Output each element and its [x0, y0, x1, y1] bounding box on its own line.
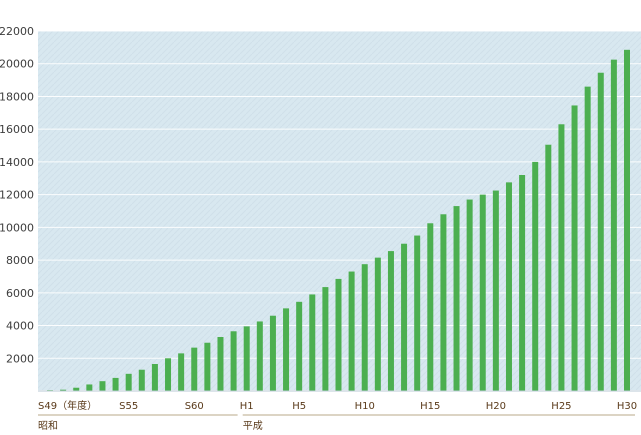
- x-axis-ticks: S49（年度） S55 S60 H1 H5 H10 H15 H20 H25 H30: [38, 399, 637, 412]
- bar-S52: [86, 384, 93, 391]
- y-tick-label: 22000: [0, 25, 34, 38]
- bar-S53: [99, 381, 106, 391]
- y-tick-label: 16000: [0, 123, 34, 136]
- bar-S55: [125, 373, 132, 391]
- bar-H8: [335, 278, 342, 391]
- bar-H23: [532, 161, 539, 391]
- bar-H12: [387, 251, 394, 391]
- y-axis-ticks: 2000 4000 6000 8000 10000 12000 14000 16000 1800…: [0, 25, 34, 365]
- bar-H7: [322, 287, 329, 391]
- bars: [47, 49, 630, 392]
- bar-H29: [610, 59, 617, 392]
- x-tick-label: H15: [420, 401, 440, 412]
- bar-H24: [545, 144, 552, 391]
- bar-H27: [584, 86, 591, 392]
- bar-H4: [283, 308, 290, 391]
- bar-S56: [138, 369, 145, 391]
- bar-H20: [492, 190, 499, 391]
- bar-S60: [191, 347, 198, 391]
- x-tick-label: S49（年度）: [38, 399, 97, 412]
- x-tick-label: H30: [617, 401, 637, 412]
- bar-S58: [165, 358, 172, 391]
- y-tick-label: 2000: [6, 352, 34, 365]
- bar-H11: [374, 257, 381, 391]
- bar-H9: [348, 271, 355, 391]
- bar-S54: [112, 377, 119, 391]
- x-tick-label: H5: [292, 401, 306, 412]
- y-tick-label: 4000: [6, 320, 34, 333]
- bar-H28: [597, 72, 604, 392]
- era-label: 昭和: [38, 420, 58, 432]
- x-tick-label: S55: [119, 401, 138, 412]
- y-tick-label: 10000: [0, 221, 34, 234]
- bar-H6: [309, 294, 316, 391]
- bar-H26: [571, 105, 578, 392]
- bar-S63: [230, 331, 237, 391]
- bar-H5: [296, 301, 303, 391]
- y-tick-label: 20000: [0, 58, 34, 71]
- y-tick-label: 18000: [0, 90, 34, 103]
- bar-H3: [269, 315, 276, 391]
- bar-H14: [414, 235, 421, 391]
- era-brackets: 昭和 平成: [38, 414, 635, 432]
- bar-S59: [178, 353, 185, 391]
- bar-S51: [73, 387, 80, 391]
- x-tick-label: H1: [240, 401, 254, 412]
- bar-S61: [204, 342, 211, 391]
- bar-H1: [243, 326, 250, 391]
- bar-H30: [624, 49, 630, 392]
- bar-H21: [505, 182, 512, 391]
- era-label: 平成: [243, 420, 263, 432]
- x-tick-label: H20: [486, 401, 506, 412]
- bar-S50: [60, 389, 67, 391]
- bar-S62: [217, 337, 224, 391]
- bar-H18: [466, 199, 473, 391]
- x-tick-label: H25: [551, 401, 571, 412]
- bar-H10: [361, 264, 368, 391]
- bar-H15: [427, 223, 434, 391]
- y-tick-label: 14000: [0, 156, 34, 169]
- x-tick-label: H10: [355, 401, 375, 412]
- y-tick-label: 12000: [0, 189, 34, 202]
- bar-S57: [151, 364, 158, 391]
- bar-H17: [453, 206, 460, 391]
- y-tick-label: 6000: [6, 287, 34, 300]
- y-tick-label: 8000: [6, 254, 34, 267]
- bar-H22: [519, 175, 526, 391]
- bar-H2: [256, 321, 263, 391]
- bar-H13: [401, 243, 408, 391]
- x-tick-label: S60: [185, 401, 204, 412]
- bar-H25: [558, 124, 565, 391]
- bar-H16: [440, 214, 447, 391]
- bar-H19: [479, 194, 486, 391]
